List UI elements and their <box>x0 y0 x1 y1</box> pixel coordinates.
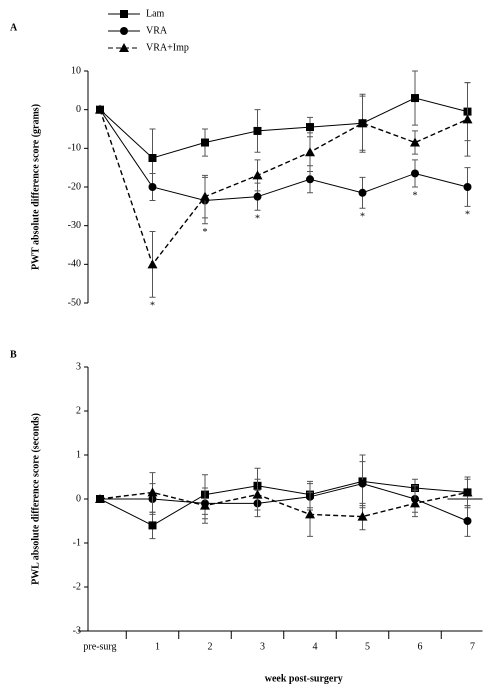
y-tick-label: 0 <box>76 104 81 115</box>
marker <box>463 517 472 525</box>
y-tick-label: -10 <box>68 143 81 154</box>
marker <box>253 192 262 201</box>
legend-label: VRA <box>146 25 168 36</box>
marker <box>306 123 314 132</box>
panel-label: B <box>10 349 17 360</box>
marker <box>252 489 263 499</box>
marker <box>120 10 128 18</box>
series-line <box>99 109 468 266</box>
annotation: * <box>360 212 365 223</box>
marker <box>95 494 105 503</box>
series-line <box>99 491 468 518</box>
legend-label: VRA+Imp <box>146 42 189 53</box>
x-tick-label: 2 <box>208 641 213 652</box>
y-axis-label: PWL absolute difference score (seconds) <box>30 413 41 585</box>
series-line <box>100 483 468 522</box>
marker <box>148 521 157 530</box>
x-tick-label: 5 <box>365 641 370 652</box>
series-line <box>99 480 468 526</box>
marker <box>306 175 314 184</box>
marker <box>462 487 473 497</box>
x-tick-label: pre-surg <box>83 641 116 652</box>
y-tick-label: 0 <box>76 493 81 504</box>
annotation: * <box>413 190 418 201</box>
annotation: * <box>255 213 260 224</box>
marker <box>119 43 129 52</box>
y-tick-label: 2 <box>76 405 81 416</box>
marker <box>357 118 368 128</box>
annotation: * <box>203 227 208 238</box>
x-tick-label: 4 <box>313 641 318 652</box>
marker <box>357 511 368 521</box>
marker <box>411 94 419 103</box>
marker <box>358 479 367 488</box>
x-axis-label: week post-surgery <box>265 673 343 684</box>
x-tick-label: 7 <box>470 641 475 652</box>
y-axis-label: PWT absolute difference score (grams) <box>30 104 41 270</box>
marker <box>200 500 210 510</box>
marker <box>305 509 315 519</box>
marker <box>411 169 419 178</box>
marker <box>462 114 473 124</box>
marker <box>305 147 315 157</box>
marker <box>120 27 128 35</box>
series-line <box>99 97 468 159</box>
y-tick-label: -2 <box>73 581 81 592</box>
y-tick-label: 1 <box>76 449 81 460</box>
marker <box>147 487 158 497</box>
marker <box>95 104 105 114</box>
marker <box>410 137 420 147</box>
marker <box>201 138 209 147</box>
y-tick-label: -40 <box>68 259 81 270</box>
x-tick-label: 3 <box>260 641 265 652</box>
marker <box>147 259 158 269</box>
y-tick-label: -1 <box>73 537 81 548</box>
y-tick-label: -3 <box>73 625 81 636</box>
marker <box>148 154 157 162</box>
marker <box>358 188 367 197</box>
y-tick-label: -20 <box>68 181 81 192</box>
x-tick-label: 6 <box>418 641 423 652</box>
y-tick-label: 10 <box>71 65 81 76</box>
marker <box>200 191 210 201</box>
marker <box>253 126 262 135</box>
y-tick-label: 3 <box>76 361 81 372</box>
y-tick-label: -30 <box>68 220 81 231</box>
marker <box>410 498 420 508</box>
marker <box>148 183 157 191</box>
panel-label: A <box>10 22 18 33</box>
annotation: * <box>150 300 155 311</box>
legend-label: Lam <box>146 8 165 19</box>
marker <box>463 183 472 191</box>
x-tick-label: 1 <box>155 641 160 652</box>
marker <box>252 170 263 180</box>
y-tick-label: -50 <box>68 297 81 308</box>
annotation: * <box>465 210 470 221</box>
series-line <box>99 109 468 202</box>
